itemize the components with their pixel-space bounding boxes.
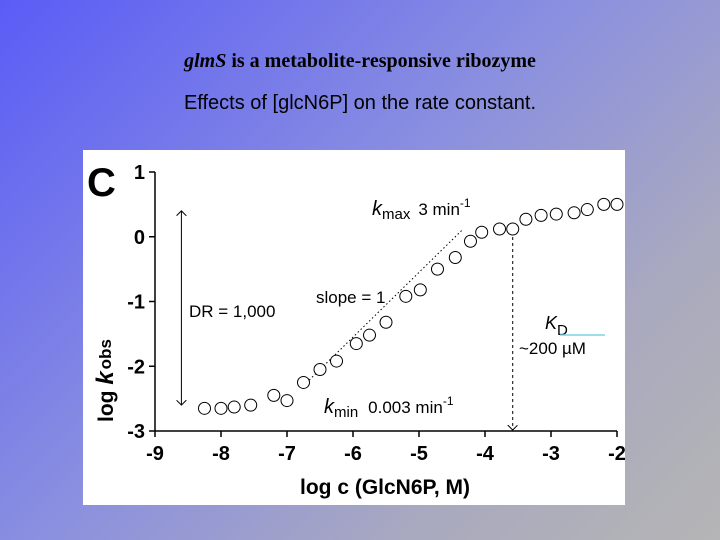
data-point xyxy=(413,283,427,297)
title-text: is a metabolite-responsive ribozyme xyxy=(226,50,536,72)
data-point xyxy=(330,354,343,368)
data-point xyxy=(475,225,489,239)
slope-reference-line xyxy=(303,229,463,387)
data-point xyxy=(493,222,507,236)
kmax-annotation: kmax 3 min-1 xyxy=(372,196,471,223)
x-tick-label: -3 xyxy=(542,443,560,465)
y-axis-title-k: k xyxy=(92,370,119,385)
data-point xyxy=(349,337,363,351)
y-tick-label: 0 xyxy=(134,227,145,249)
data-point xyxy=(280,394,294,408)
data-point xyxy=(214,401,228,415)
data-point xyxy=(567,206,581,220)
data-point xyxy=(363,328,376,342)
slide-title: glmS is a metabolite-responsive ribozyme xyxy=(0,50,720,73)
x-tick-label: -5 xyxy=(410,443,428,465)
data-point xyxy=(463,234,477,248)
kd-annotation-symbol: KD xyxy=(545,313,568,339)
data-point xyxy=(610,197,624,211)
data-point xyxy=(313,362,327,376)
title-gene-name: glmS xyxy=(184,50,227,72)
x-tick-label: -9 xyxy=(146,443,164,465)
y-tick-label: -3 xyxy=(127,421,145,443)
y-axis-title: log kobs xyxy=(92,339,119,422)
slope-annotation: slope = 1 xyxy=(316,288,385,307)
y-tick-label: 1 xyxy=(134,162,145,184)
data-point xyxy=(379,315,393,329)
svg-text:log kobs: log kobs xyxy=(92,339,119,422)
data-point xyxy=(227,400,241,414)
slide-subtitle: Effects of [glcN6P] on the rate constant… xyxy=(183,92,537,114)
chart-panel: C -9 -8 -7 -6 -5 -4 -3 -2 1 0 -1 -2 -3 log c (GlcN6… xyxy=(83,150,625,505)
data-point xyxy=(430,262,444,276)
data-point xyxy=(506,222,520,236)
data-point xyxy=(580,203,594,217)
data-point xyxy=(549,207,563,221)
data-point xyxy=(267,388,281,402)
data-point xyxy=(597,197,611,211)
x-tick-label: -2 xyxy=(608,443,625,465)
panel-label: C xyxy=(87,161,116,205)
y-tick-group: 1 0 -1 -2 -3 xyxy=(127,162,155,443)
x-tick-label: -4 xyxy=(476,443,495,465)
y-tick-label: -1 xyxy=(127,292,145,314)
data-point xyxy=(198,401,211,415)
data-point xyxy=(519,212,533,226)
data-point xyxy=(297,375,310,389)
dynamic-range-annotation: DR = 1,000 xyxy=(189,302,275,321)
x-axis-title: log c (GlcN6P, M) xyxy=(300,476,470,499)
data-point xyxy=(448,250,462,264)
data-point xyxy=(534,208,548,222)
x-tick-label: -6 xyxy=(344,443,362,465)
x-tick-label: -8 xyxy=(212,443,230,465)
kd-annotation-value: ~200 µM xyxy=(519,339,586,358)
y-axis-title-sub: obs xyxy=(96,339,115,369)
data-point xyxy=(399,289,413,303)
x-tick-group: -9 -8 -7 -6 -5 -4 -3 -2 xyxy=(146,431,625,465)
x-tick-label: -7 xyxy=(278,443,296,465)
y-tick-label: -2 xyxy=(127,356,145,378)
kobs-scatter-chart: C -9 -8 -7 -6 -5 -4 -3 -2 1 0 -1 -2 -3 log c (GlcN6… xyxy=(87,161,625,499)
kmin-annotation: kmin 0.003 min-1 xyxy=(324,394,454,421)
y-axis-title-prefix: log xyxy=(95,385,118,422)
data-point xyxy=(244,398,258,412)
